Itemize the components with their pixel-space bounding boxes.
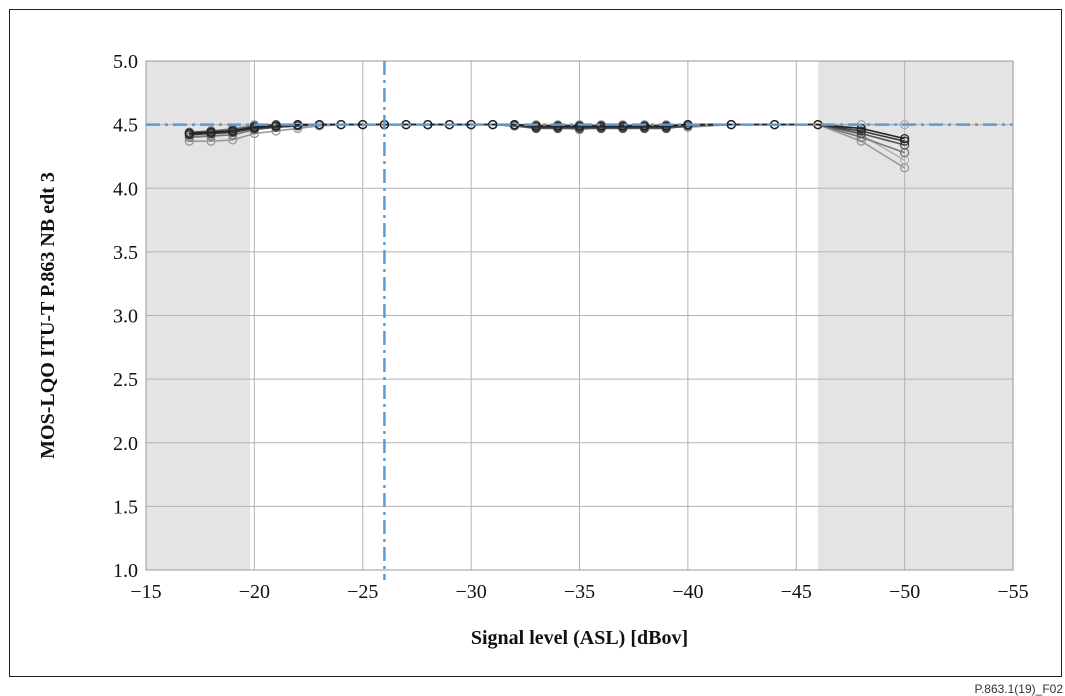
x-tick-label: −50	[889, 581, 920, 603]
y-tick-label: 1.5	[113, 496, 138, 518]
y-tick-labels: 1.0 1.5 2.0 2.5 3.0 3.5 4.0 4.5 5.0	[113, 51, 138, 582]
y-tick-label: 3.0	[113, 306, 138, 328]
data-point	[899, 133, 910, 144]
data-point	[596, 121, 606, 131]
y-tick-label: 2.5	[113, 369, 138, 391]
reference-lines	[146, 61, 1013, 580]
data-point	[488, 119, 498, 130]
x-tick-label: −30	[455, 581, 486, 603]
data-point	[184, 128, 195, 139]
data-point	[553, 121, 563, 131]
x-tick-label: −25	[347, 581, 378, 603]
y-tick-label: 3.5	[113, 242, 138, 264]
data-point	[856, 128, 866, 139]
data-point	[856, 126, 866, 136]
line-chart: −15 −20 −25 −30 −35 −40 −45 −50 −55 1.0 1.5 2.0 2.5…	[37, 51, 1029, 649]
data-point	[228, 126, 238, 136]
x-tick-label: −55	[997, 581, 1028, 603]
x-tick-label: −45	[781, 581, 812, 603]
data-point	[206, 127, 216, 137]
data-point	[271, 121, 281, 131]
data-point	[639, 121, 650, 131]
x-tick-label: −40	[672, 581, 703, 603]
figure-reference: P.863.1(19)_F02	[974, 682, 1063, 696]
x-axis-title: Signal level (ASL) [dBov]	[471, 627, 688, 649]
x-tick-label: −15	[130, 581, 161, 603]
x-tick-label: −35	[564, 581, 595, 603]
y-tick-label: 4.5	[113, 115, 138, 137]
data-point	[899, 136, 910, 146]
data-point	[726, 119, 736, 130]
data-point	[899, 163, 910, 173]
data-point	[574, 121, 585, 131]
plot-border	[145, 60, 1014, 571]
y-axis-title: MOS-LQO ITU-T P.863 NB edt 3	[37, 172, 59, 459]
y-tick-label: 2.0	[113, 433, 138, 455]
data-point	[531, 121, 541, 131]
y-tick-label: 5.0	[113, 51, 138, 73]
y-tick-label: 1.0	[113, 560, 138, 582]
x-tick-label: −20	[239, 581, 270, 603]
y-tick-label: 4.0	[113, 178, 138, 200]
data-point	[661, 121, 671, 131]
data-point	[618, 121, 628, 131]
x-tick-labels: −15 −20 −25 −30 −35 −40 −45 −50 −55	[130, 581, 1028, 603]
figure-frame: −15 −20 −25 −30 −35 −40 −45 −50 −55 1.0 1.5 2.0 2.5…	[9, 9, 1062, 677]
data-point	[249, 122, 260, 132]
